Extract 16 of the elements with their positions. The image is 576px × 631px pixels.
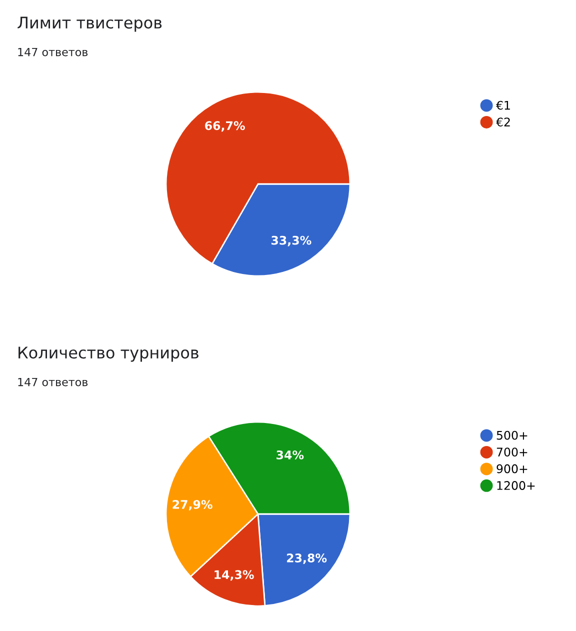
chart-title: Лимит твистеров xyxy=(18,16,162,32)
legend-label: 500+ xyxy=(496,430,528,440)
data-label: 66,7% xyxy=(205,121,245,132)
legend-label: 1200+ xyxy=(497,481,535,490)
legend-label: €2 xyxy=(496,118,510,126)
chart-title: Количество турниров xyxy=(18,346,198,362)
text: 147 ответов xyxy=(18,378,88,386)
data-label: 14,3% xyxy=(214,570,254,581)
data-label: 33,3% xyxy=(271,236,312,246)
data-label: 27,9% xyxy=(172,500,212,510)
legend-label: €1 xyxy=(496,100,510,110)
legend-label: 700+ xyxy=(496,448,528,456)
data-label: 34% xyxy=(276,450,304,460)
data-label: 23,8% xyxy=(287,554,327,564)
text: 147 ответов xyxy=(18,48,88,56)
legend-label: 900+ xyxy=(496,464,528,474)
